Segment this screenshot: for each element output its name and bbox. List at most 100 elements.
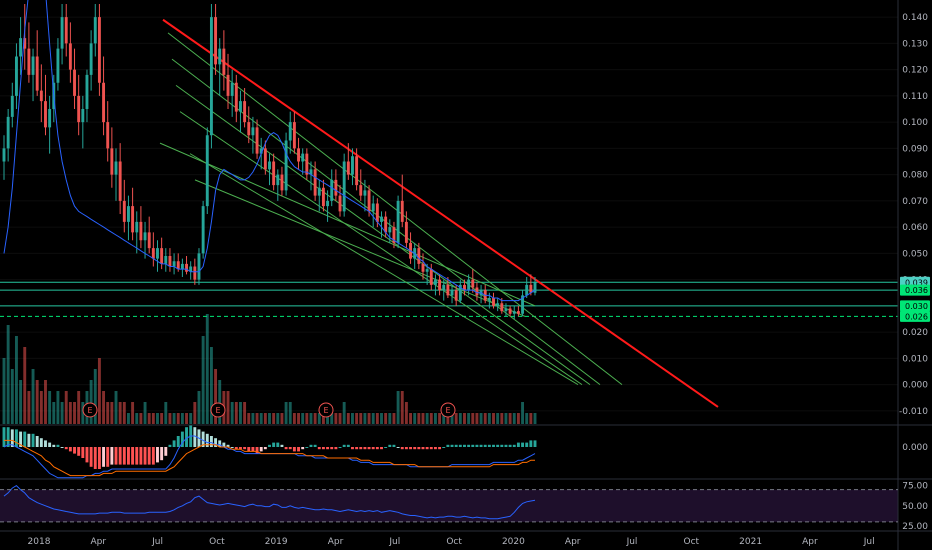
candle-body <box>487 298 491 301</box>
volume-bar <box>525 413 529 424</box>
volume-bar <box>127 413 130 424</box>
candle-body <box>230 82 234 96</box>
macd-hist-bar <box>14 429 18 447</box>
candle-body <box>454 290 458 301</box>
candle-body <box>351 156 354 175</box>
trend-line[interactable] <box>162 18 719 408</box>
candle-body <box>338 195 342 212</box>
macd-hist-bar <box>85 447 89 463</box>
candle-body <box>367 190 371 212</box>
candle-body <box>371 203 375 212</box>
volume-bar <box>64 391 68 424</box>
price-tag-label: 0.030 <box>905 302 928 311</box>
macd-hist-bar <box>371 447 375 450</box>
candle-body <box>110 148 114 175</box>
earnings-marker[interactable]: E <box>210 402 226 418</box>
channel-line[interactable] <box>179 111 583 386</box>
volume-bar <box>234 402 238 424</box>
macd-hist-bar <box>156 447 159 463</box>
candle-body <box>438 279 442 291</box>
volume-bar <box>346 413 350 424</box>
candle-body <box>284 140 288 191</box>
volume-bar <box>60 402 64 424</box>
volume-bar <box>10 369 14 424</box>
macd-hist-bar <box>73 447 76 454</box>
price-axis[interactable]: 0.140 0.130 0.120 0.110 0.100 0.090 0.080 0.070… <box>897 0 928 550</box>
volume-bar <box>384 413 388 424</box>
candle-body <box>85 74 89 109</box>
volume-bar <box>268 413 271 424</box>
volume-bar <box>106 402 110 424</box>
candle-body <box>471 279 475 288</box>
earnings-marker[interactable]: E <box>318 402 334 418</box>
candle-body <box>77 95 81 123</box>
macd-hist-bar <box>168 444 172 447</box>
volume-bar <box>292 413 296 424</box>
candle-body <box>201 206 205 254</box>
candle-body <box>185 263 188 272</box>
candle-body <box>56 48 60 83</box>
macd-hist-bar <box>467 444 471 447</box>
candle-body <box>89 43 93 75</box>
candle-body <box>263 148 267 170</box>
macd-hist-bar <box>326 447 330 450</box>
candle-body <box>48 109 52 128</box>
macd-hist-bar <box>222 442 226 447</box>
candle-body <box>68 43 72 70</box>
candle-body <box>392 227 396 243</box>
candle-body <box>355 156 359 186</box>
time-tick-label: 2021 <box>739 537 762 547</box>
candle-body <box>97 17 101 83</box>
volume-bar <box>131 402 135 424</box>
candle-body <box>93 17 97 44</box>
volume-bar <box>454 413 458 424</box>
time-tick-label: Jul <box>626 537 638 547</box>
volume-bar <box>446 413 450 424</box>
volume-bar <box>218 380 222 424</box>
time-tick-label: 2019 <box>265 537 288 547</box>
candle-body <box>313 169 317 196</box>
volume-bar <box>114 391 118 424</box>
volume-bar <box>263 413 267 424</box>
candle-body <box>122 200 126 222</box>
volume-bar <box>272 413 276 424</box>
macd-hist-bar <box>471 444 475 447</box>
candle-body <box>301 153 305 162</box>
volume-bar <box>363 413 367 424</box>
macd-hist-bar <box>400 447 404 450</box>
candle-body <box>226 74 230 96</box>
candle-body <box>388 227 392 233</box>
channel-line[interactable] <box>194 179 526 317</box>
earnings-marker[interactable]: E <box>82 402 98 418</box>
macd-hist-bar <box>380 447 383 450</box>
channel-line[interactable] <box>175 84 591 386</box>
channel-line[interactable] <box>189 153 579 386</box>
price-tag-label: 0.036 <box>905 286 928 295</box>
volume-bar <box>197 391 201 424</box>
time-axis[interactable]: 2018 Apr Jul Oct 2019 Apr Jul Oct 2020 Apr Jul Oct 2… <box>28 537 875 547</box>
macd-hist-bar <box>143 447 147 465</box>
candle-body <box>131 206 135 233</box>
candle-body <box>446 284 450 296</box>
macd-hist-bar <box>102 447 106 467</box>
candle-body <box>463 284 466 291</box>
macd-hist-bar <box>6 427 10 447</box>
volume-bar <box>93 369 97 424</box>
price-tick-label: 0.050 <box>902 249 928 259</box>
channel-line[interactable] <box>167 32 623 386</box>
candle-body <box>31 56 35 75</box>
earnings-marker[interactable]: E <box>440 402 456 418</box>
volume-bar <box>226 391 230 424</box>
macd-hist-bar <box>151 447 155 465</box>
volume-bar <box>35 380 39 424</box>
volume-bar <box>500 413 504 424</box>
candle-body <box>504 308 508 312</box>
macd-hist-bar <box>139 447 143 465</box>
candle-body <box>143 232 147 241</box>
macd-hist-bar <box>60 447 64 448</box>
candle-body <box>533 282 537 293</box>
macd-hist-bar <box>429 447 433 450</box>
